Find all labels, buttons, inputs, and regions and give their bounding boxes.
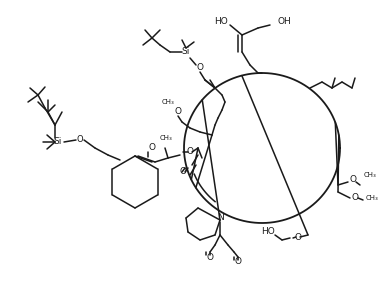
Text: OH: OH — [278, 18, 292, 27]
Text: Si: Si — [54, 138, 62, 147]
Text: O: O — [350, 175, 357, 185]
Text: Si: Si — [182, 48, 190, 56]
Text: O: O — [294, 232, 301, 241]
Text: O: O — [187, 147, 194, 157]
Text: CH₃: CH₃ — [162, 99, 174, 105]
Text: O: O — [234, 258, 241, 267]
Text: CH₃: CH₃ — [160, 135, 173, 141]
Text: N: N — [217, 213, 223, 223]
Text: O: O — [352, 194, 359, 202]
Text: O: O — [175, 107, 182, 117]
Text: O: O — [206, 253, 213, 263]
Text: O: O — [149, 143, 156, 152]
Text: CH₃: CH₃ — [364, 172, 377, 178]
Text: O: O — [77, 135, 83, 145]
Text: CH₃: CH₃ — [366, 195, 379, 201]
Text: HO: HO — [261, 227, 275, 237]
Text: O: O — [180, 168, 187, 176]
Text: HO: HO — [214, 18, 228, 27]
Text: O: O — [196, 63, 203, 72]
